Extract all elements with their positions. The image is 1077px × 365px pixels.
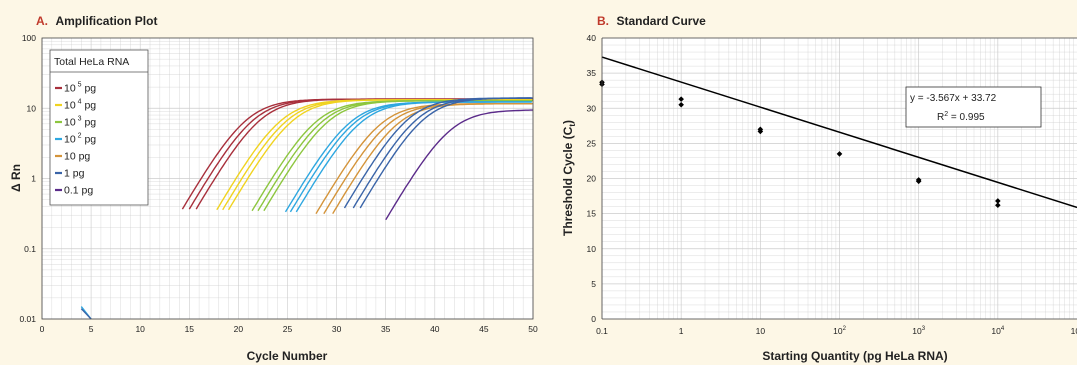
y-tick-label: 10 <box>27 103 37 113</box>
amplification-curve <box>385 109 533 221</box>
y-tick-label: 0 <box>591 314 596 324</box>
plot-b-ticks: 0.1 1 10 102 103 104 105 0 5 10 15 20 25 30 35 40 <box>587 33 1077 336</box>
x-tick-label: 0.1 <box>596 326 608 336</box>
r-squared-text: R2 = 0.995 <box>937 111 985 123</box>
y-tick-label: 35 <box>587 68 597 78</box>
plot-a-ylabel: Δ Rn <box>9 164 23 192</box>
data-point <box>678 96 684 102</box>
legend-label: 10 3 pg <box>64 116 96 129</box>
y-tick-label: 20 <box>587 174 597 184</box>
equation-box-frame <box>905 86 1042 128</box>
x-tick-label: 5 <box>89 324 94 334</box>
data-point <box>915 178 922 185</box>
x-tick-label: 35 <box>381 324 391 334</box>
data-point <box>678 101 684 108</box>
panel-a-title: A. Amplification Plot <box>36 12 157 29</box>
x-tick-label: 105 <box>1071 326 1077 336</box>
panel-b: B. Standard Curve 0.11101021031041050510… <box>561 12 1077 363</box>
panel-b-title-text: Standard Curve <box>616 14 706 28</box>
amplification-curve <box>359 97 532 209</box>
x-tick-label: 1 <box>679 326 684 336</box>
legend-label: 0.1 pg <box>64 185 93 197</box>
y-tick-label: 25 <box>587 138 597 148</box>
amplification-curve <box>263 99 532 212</box>
plot-a-frame <box>41 37 534 320</box>
plot-b-ylabel: Threshold Cycle (Ct) <box>561 120 577 236</box>
ylabel-end: ) <box>561 120 575 124</box>
plot-b-xlabel: Starting Quantity (pg HeLa RNA) <box>762 349 947 363</box>
fit-line <box>601 56 1077 209</box>
plot-a-xlabel: Cycle Number <box>247 349 328 363</box>
plot-a-legend: Total HeLa RNA 10 5 pg 10 4 pg 10 3 pg 10 2… <box>49 49 149 206</box>
x-tick-label: 40 <box>430 324 440 334</box>
legend-label: 10 pg <box>64 151 90 163</box>
x-tick-label: 30 <box>332 324 342 334</box>
x-tick-label: 0 <box>40 324 45 334</box>
legend-label: 1 pg <box>64 168 85 180</box>
legend-box <box>49 49 149 206</box>
legend-label: 10 5 pg <box>64 82 96 95</box>
legend-label: 10 2 pg <box>64 133 96 146</box>
data-point <box>995 202 1001 208</box>
x-tick-label: 102 <box>833 326 846 336</box>
panel-a-letter: A. <box>36 14 48 28</box>
x-tick-label: 10 <box>756 326 766 336</box>
legend-label: 10 4 pg <box>64 99 96 112</box>
y-tick-label: 15 <box>587 209 597 219</box>
data-point <box>757 128 764 135</box>
x-tick-label: 15 <box>185 324 195 334</box>
r2-superscript: 2 <box>944 111 948 118</box>
equation-text: y = -3.567x + 33.72 <box>910 93 997 104</box>
x-tick-label: 103 <box>912 326 925 336</box>
plot-b-fit <box>601 56 1077 209</box>
x-tick-label: 20 <box>234 324 244 334</box>
plot-a-ticks: 0 5 10 15 20 25 30 35 40 45 50 0.01 0.1 1 10 100 <box>19 33 538 334</box>
plot-a-series <box>80 97 533 320</box>
baseline-artifact <box>80 308 92 320</box>
y-tick-label: 100 <box>22 33 36 43</box>
x-tick-label: 50 <box>528 324 538 334</box>
y-tick-label: 1 <box>31 174 36 184</box>
x-tick-label: 104 <box>991 326 1004 336</box>
data-point <box>836 151 843 157</box>
legend-title: Total HeLa RNA <box>54 56 129 68</box>
x-tick-label: 25 <box>283 324 293 334</box>
panel-b-letter: B. <box>597 14 609 28</box>
legend-items: 10 5 pg 10 4 pg 10 3 pg 10 2 pg 10 pg 1 pg 0.1… <box>55 82 96 197</box>
ylabel-main: Threshold Cycle (C <box>561 126 575 236</box>
y-tick-label: 0.01 <box>19 314 36 324</box>
r2-letter: R <box>937 112 944 123</box>
panel-a: A. Amplification Plot 0 5 10 15 20 25 30 35 40 45… <box>9 12 538 363</box>
ylabel-subscript: t <box>568 124 577 127</box>
amplification-curve <box>332 102 532 215</box>
equation-box: y = -3.567x + 33.72 R2 = 0.995 <box>905 86 1042 128</box>
x-tick-label: 10 <box>135 324 145 334</box>
plot-b-points <box>599 79 1001 208</box>
y-tick-label: 0.1 <box>24 244 36 254</box>
x-tick-label: 45 <box>479 324 489 334</box>
panel-a-title-text: Amplification Plot <box>55 14 157 28</box>
y-tick-label: 40 <box>587 33 597 43</box>
data-point <box>995 198 1001 204</box>
y-tick-label: 10 <box>587 244 597 254</box>
y-tick-label: 5 <box>591 279 596 289</box>
amplification-curve <box>295 101 532 213</box>
r2-value: = 0.995 <box>948 112 985 123</box>
y-tick-label: 30 <box>587 103 597 113</box>
panel-b-title: B. Standard Curve <box>597 12 706 29</box>
